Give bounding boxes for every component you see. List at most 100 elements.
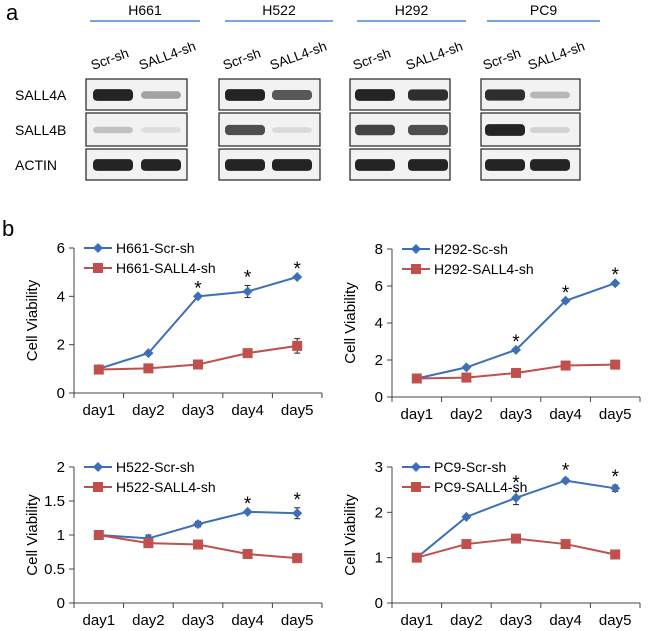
data-point-square bbox=[560, 539, 571, 550]
y-tick-label: 2 bbox=[57, 337, 65, 354]
lane-label: SALL4-sh bbox=[268, 38, 329, 72]
data-point-square bbox=[292, 553, 303, 564]
legend-label: H522-SALL4-sh bbox=[116, 479, 216, 495]
y-tick-label: 0.5 bbox=[44, 561, 65, 578]
blot-band bbox=[485, 124, 525, 136]
significance-star: * bbox=[293, 490, 301, 511]
data-point-diamond bbox=[511, 344, 521, 355]
significance-star: * bbox=[194, 278, 202, 299]
data-point-square bbox=[93, 364, 104, 375]
x-tick-label: day4 bbox=[549, 406, 582, 423]
significance-star: * bbox=[293, 259, 301, 280]
blot-band bbox=[355, 159, 395, 171]
data-point-square bbox=[511, 533, 521, 544]
blot-band bbox=[93, 89, 133, 101]
significance-star: * bbox=[244, 267, 252, 288]
significance-star: * bbox=[611, 265, 619, 286]
y-tick-label: 2 bbox=[375, 352, 383, 369]
x-tick-label: day3 bbox=[182, 402, 215, 419]
viability-chart-2: 0 2 4 6 8 day1 day2 day3 day4 day5 Cell Viability *… bbox=[342, 241, 641, 423]
lane-label: Scr-sh bbox=[481, 45, 523, 72]
data-point-square bbox=[511, 367, 521, 378]
x-tick-label: day4 bbox=[231, 612, 264, 629]
data-point-diamond bbox=[292, 272, 303, 282]
data-point-diamond bbox=[292, 508, 303, 519]
blot-band bbox=[225, 124, 265, 136]
lane-label: Scr-sh bbox=[89, 45, 131, 72]
blot-band bbox=[225, 159, 265, 171]
x-tick-label: day4 bbox=[549, 612, 582, 629]
y-tick-label: 3 bbox=[375, 459, 383, 476]
y-axis-label: Cell Viability bbox=[342, 494, 359, 576]
cell-line-label: H661 bbox=[128, 2, 162, 18]
data-point-square bbox=[411, 373, 422, 384]
data-point-diamond bbox=[461, 511, 472, 522]
x-tick-label: day1 bbox=[401, 612, 434, 629]
significance-star: * bbox=[512, 473, 520, 494]
data-point-square bbox=[143, 538, 154, 549]
blot-band bbox=[485, 159, 525, 171]
blot-band bbox=[530, 127, 570, 133]
data-point-diamond bbox=[242, 286, 253, 297]
data-point-square bbox=[242, 348, 253, 359]
lane-label: SALL4-sh bbox=[404, 38, 465, 72]
lane-label: SALL4-sh bbox=[137, 38, 198, 72]
legend-label: H292-SALL4-sh bbox=[434, 261, 534, 277]
x-tick-label: day5 bbox=[281, 612, 314, 629]
data-point-square bbox=[193, 359, 203, 370]
y-tick-label: 1 bbox=[57, 527, 65, 544]
legend-marker-diamond bbox=[411, 244, 421, 254]
cell-line-label: PC9 bbox=[530, 2, 557, 18]
lane-label: Scr-sh bbox=[351, 45, 393, 72]
x-tick-label: day3 bbox=[500, 406, 533, 423]
x-tick-label: day1 bbox=[401, 406, 434, 423]
legend-marker-diamond bbox=[411, 462, 421, 472]
data-point-square bbox=[461, 372, 472, 383]
data-point-diamond bbox=[461, 362, 472, 373]
significance-star: * bbox=[611, 467, 619, 488]
data-point-diamond bbox=[560, 475, 571, 486]
data-point-diamond bbox=[560, 295, 571, 306]
legend-label: H522-Scr-sh bbox=[116, 459, 195, 475]
blot-band bbox=[141, 159, 181, 171]
significance-star: * bbox=[562, 460, 570, 481]
data-point-square bbox=[193, 539, 203, 550]
blot-band bbox=[93, 126, 133, 134]
cell-line-label: H522 bbox=[262, 2, 296, 18]
legend-marker-diamond bbox=[93, 243, 103, 253]
cell-line-label: H292 bbox=[395, 2, 429, 18]
blot-band bbox=[272, 159, 312, 171]
viability-chart-4: 0 1 2 3 day1 day2 day3 day4 day5 Cell Viability * *… bbox=[342, 459, 641, 629]
data-point-diamond bbox=[610, 483, 621, 494]
data-point-diamond bbox=[511, 492, 521, 503]
legend-label: H661-Scr-sh bbox=[116, 240, 195, 256]
y-tick-label: 0 bbox=[375, 389, 383, 406]
data-point-diamond bbox=[143, 348, 154, 359]
y-tick-label: 1.5 bbox=[44, 493, 65, 510]
x-tick-label: day3 bbox=[182, 612, 215, 629]
blot-band bbox=[355, 124, 395, 136]
blot-band bbox=[272, 90, 312, 100]
viability-chart-1: 0 2 4 6 day1 day2 day3 day4 day5 Cell Viability * *… bbox=[24, 240, 323, 419]
y-tick-label: 8 bbox=[375, 241, 383, 258]
data-point-square bbox=[461, 539, 472, 550]
viability-chart-3: 0 0.5 1 1.5 2 day1 day2 day3 day4 day5 Cell Viabil… bbox=[24, 459, 323, 629]
blot-band bbox=[408, 89, 448, 101]
y-tick-label: 1 bbox=[375, 550, 383, 567]
data-point-square bbox=[292, 340, 303, 351]
legend-label: H661-SALL4-sh bbox=[116, 260, 216, 276]
row-label-sall4a: SALL4A bbox=[15, 87, 67, 103]
data-point-square bbox=[560, 360, 571, 371]
legend-marker-square bbox=[93, 263, 103, 273]
cell-viability-charts: 0 2 4 6 day1 day2 day3 day4 day5 Cell Viability * *… bbox=[24, 240, 641, 629]
lane-label: Scr-sh bbox=[221, 45, 263, 72]
data-point-diamond bbox=[610, 278, 621, 289]
blot-band bbox=[93, 159, 133, 171]
x-tick-label: day2 bbox=[450, 406, 483, 423]
data-point-square bbox=[610, 549, 621, 560]
x-tick-label: day2 bbox=[132, 402, 165, 419]
y-tick-label: 4 bbox=[375, 315, 383, 332]
blot-band bbox=[225, 89, 265, 101]
y-tick-label: 6 bbox=[57, 240, 65, 257]
